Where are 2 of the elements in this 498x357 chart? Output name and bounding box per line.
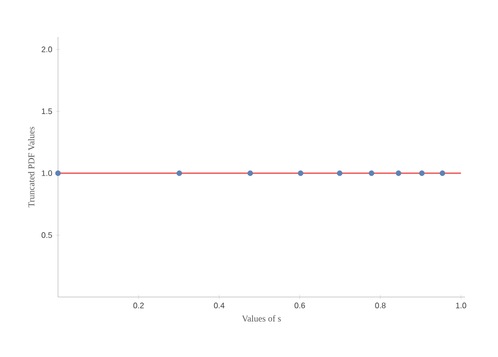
x-axis-title: Values of s [242, 315, 281, 322]
y-axis-title: Truncated PDF Values [28, 126, 34, 208]
